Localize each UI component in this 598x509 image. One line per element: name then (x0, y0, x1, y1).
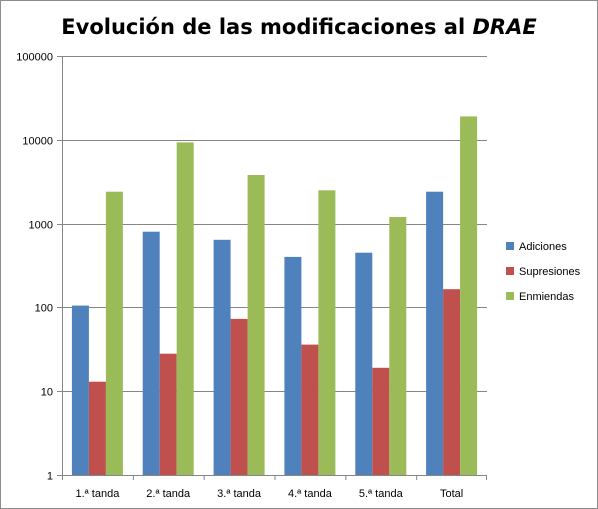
x-tick-label-5: Total (440, 488, 463, 500)
bar-adiciones-4 (355, 252, 373, 475)
y-tick-label-4: 10000 (22, 136, 53, 148)
legend-swatch-enmiendas (506, 292, 514, 300)
legend-label-adiciones: Adiciones (519, 241, 567, 253)
y-tick-label-2: 100 (35, 303, 53, 315)
x-tick-label-1: 2.ª tanda (146, 488, 191, 500)
y-tick-label-3: 1000 (29, 220, 53, 232)
bar-adiciones-1 (142, 231, 160, 475)
x-tick-label-4: 5.ª tanda (359, 488, 404, 500)
x-tick-label-3: 4.ª tanda (288, 488, 333, 500)
y-tick-label-0: 1 (47, 471, 53, 483)
legend-label-supresiones: Supresiones (519, 266, 581, 278)
x-tick-label-0: 1.ª tanda (75, 488, 120, 500)
bar-adiciones-0 (71, 305, 89, 475)
legend: Adiciones Supresiones Enmiendas (506, 241, 581, 303)
bar-enmiendas-2 (247, 175, 265, 475)
bar-adiciones-3 (284, 256, 302, 475)
bar-enmiendas-5 (460, 116, 478, 476)
bar-supresiones-4 (372, 367, 390, 475)
chart-title: Evolución de las modificaciones al DRAE (61, 15, 537, 39)
grid-layer (57, 56, 487, 476)
bar-supresiones-0 (88, 381, 106, 475)
chart-title-emphasis: DRAE (473, 15, 538, 39)
legend-swatch-adiciones (506, 242, 514, 250)
bar-enmiendas-0 (105, 191, 123, 475)
bar-enmiendas-3 (318, 190, 336, 476)
bar-supresiones-1 (159, 353, 177, 475)
bar-supresiones-3 (301, 344, 319, 475)
y-tick-label-1: 10 (41, 387, 53, 399)
bar-enmiendas-1 (176, 142, 194, 475)
x-tick-label-2: 3.ª tanda (217, 488, 262, 500)
bars-layer (71, 116, 478, 476)
bar-supresiones-2 (230, 318, 248, 475)
y-tick-label-5: 100000 (16, 52, 53, 64)
bar-adiciones-5 (426, 191, 444, 475)
bar-enmiendas-4 (389, 217, 407, 475)
bar-adiciones-2 (213, 239, 231, 475)
chart-title-main: Evolución de las modificaciones al (61, 15, 472, 39)
legend-label-enmiendas: Enmiendas (519, 291, 575, 303)
legend-swatch-supresiones (506, 267, 514, 275)
bar-supresiones-5 (443, 289, 461, 475)
axis-layer: 1 10 100 1000 10000 100000 1.ª tanda 2.ª tanda 3… (16, 52, 487, 500)
